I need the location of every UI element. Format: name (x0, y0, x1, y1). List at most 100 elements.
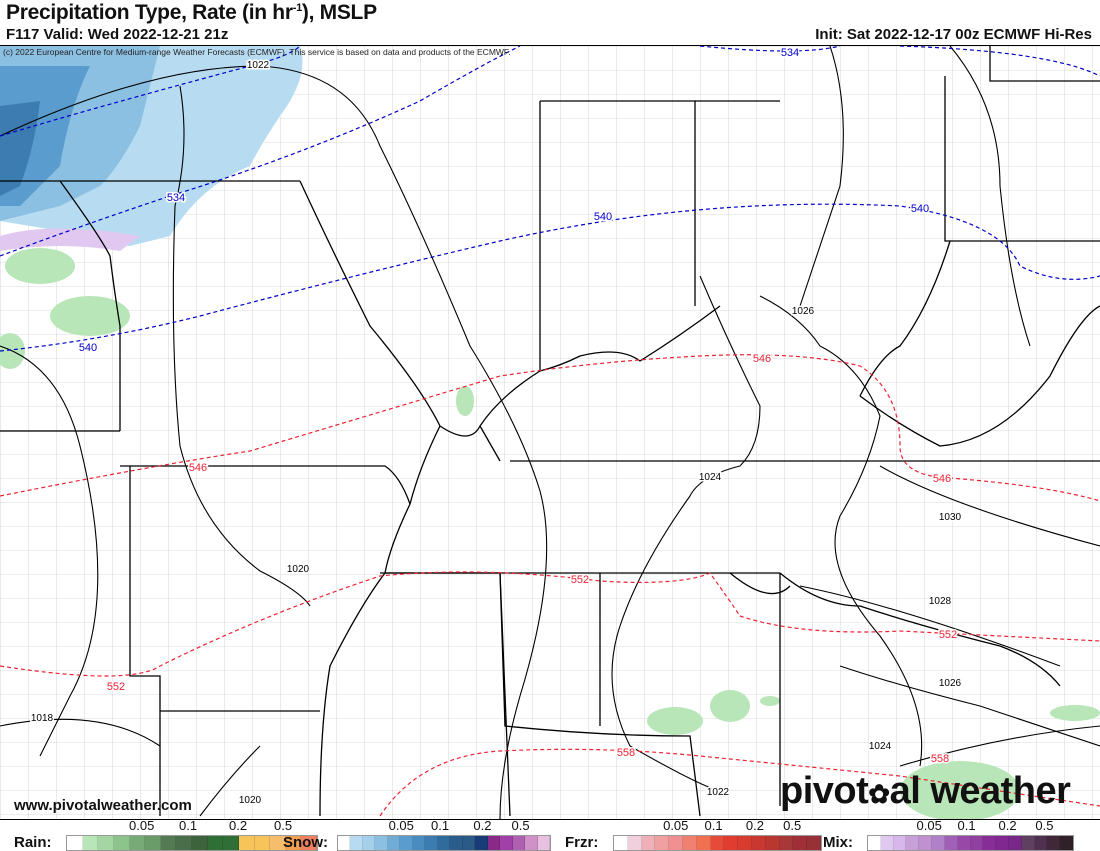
legend-swatch (996, 836, 1009, 850)
legend-swatch (970, 836, 984, 850)
legend-swatch (285, 836, 302, 850)
legend-swatch (682, 836, 697, 850)
legend-swatch (301, 836, 317, 850)
legend-swatch (793, 836, 808, 850)
legend-swatch (669, 836, 683, 850)
thickness-label: 558 (617, 747, 635, 759)
thickness-label: 552 (571, 574, 589, 586)
legend-label: Snow: (283, 834, 328, 851)
legend-swatch (627, 836, 642, 850)
legend-swatch (500, 836, 513, 850)
legend-tick: 0.2 (473, 818, 492, 833)
website-url: www.pivotalweather.com (14, 797, 192, 814)
thickness-label: 558 (931, 753, 949, 765)
init-time: Init: Sat 2022-12-17 00z ECMWF Hi-Res (815, 26, 1092, 43)
legend-swatch (779, 836, 794, 850)
legend-swatch (944, 836, 958, 850)
legend-swatch (906, 836, 920, 850)
legend-swatch (957, 836, 971, 850)
isobar-label: 1018 (31, 713, 54, 724)
legend-frzr: Frzr: 0.05 0.1 0.2 0.5 (565, 818, 822, 851)
legend-swatch (362, 836, 376, 850)
legend-swatch (400, 836, 413, 850)
legend-color-bar (66, 835, 318, 851)
thickness-label: 540 (79, 342, 97, 354)
legend-swatch (113, 836, 130, 850)
legend-swatch (1060, 836, 1073, 850)
legend-tick: 0.1 (957, 818, 976, 833)
legend-swatch (450, 836, 463, 850)
logo-flower-icon: ✿ (868, 779, 890, 809)
legend-swatch (512, 836, 526, 850)
legend-tick: 0.05 (388, 818, 414, 833)
legend-swatch (893, 836, 907, 850)
title-superscript: -1 (292, 2, 302, 14)
legend-swatch (98, 836, 114, 850)
isobar-label: 1022 (707, 787, 730, 798)
thickness-label: 552 (939, 629, 957, 641)
legend-swatch (129, 836, 146, 850)
legend-swatch (82, 836, 99, 850)
legend-mix: Mix: 0.05 0.1 0.2 0.5 (823, 818, 1074, 851)
copyright-notice: (c) 2022 European Centre for Medium-rang… (3, 47, 511, 57)
legend-tick: 0.1 (431, 818, 450, 833)
legend-swatch (462, 836, 476, 850)
isobar-label: 1026 (792, 306, 815, 317)
legend-tick: 0.05 (916, 818, 942, 833)
legend-swatch (487, 836, 501, 850)
legend-swatch (807, 836, 821, 850)
legend-swatch (254, 836, 271, 850)
isobar-label: 1026 (939, 678, 962, 689)
isobar-label: 1020 (287, 564, 310, 575)
legend-tick: 0.5 (274, 818, 293, 833)
thickness-label: 540 (911, 203, 929, 215)
snow-area (0, 46, 303, 246)
legend-swatch (270, 836, 286, 850)
legend-swatch (655, 836, 670, 850)
thickness-label: 534 (781, 47, 799, 59)
legend-swatch (751, 836, 766, 850)
legend-tick: 0.05 (663, 818, 689, 833)
legend-swatch (437, 836, 451, 850)
legend-swatch (880, 836, 894, 850)
legend-swatch (537, 836, 550, 850)
legend-swatch (192, 836, 208, 850)
legend-swatch (176, 836, 192, 850)
legend-swatch (1034, 836, 1048, 850)
legend-swatch (983, 836, 997, 850)
isobar-label: 1024 (699, 472, 722, 483)
thickness-label: 546 (933, 473, 951, 485)
legend-label: Rain: (14, 834, 52, 851)
isobars (0, 46, 1100, 819)
legend-tick: 0.2 (745, 818, 764, 833)
legend-swatch (207, 836, 224, 850)
legend-tick: 0.1 (179, 818, 198, 833)
legend-swatch (614, 836, 628, 850)
legend-swatch (1047, 836, 1061, 850)
state-borders (0, 46, 1100, 817)
legend-label: Frzr: (565, 834, 599, 851)
isobar-label: 1030 (939, 512, 962, 523)
isobar-labels: 1022 1026 1024 1030 1028 1026 1024 1022 1020 1018… (29, 59, 963, 808)
legend-swatch (387, 836, 401, 850)
thickness-label: 540 (594, 211, 612, 223)
legend-color-bar (867, 835, 1074, 851)
thickness-label: 546 (753, 353, 771, 365)
rain-areas (0, 248, 1100, 819)
legend-swatch (525, 836, 538, 850)
legend-swatch (223, 836, 239, 850)
legend-swatch (1008, 836, 1022, 850)
title-text-end: ), MSLP (301, 1, 377, 24)
legend-swatch (1021, 836, 1035, 850)
legend-swatch (919, 836, 933, 850)
legend-tick: 0.2 (998, 818, 1017, 833)
legend-swatch (724, 836, 739, 850)
isobar-label: 1024 (869, 741, 892, 752)
legend-swatch (765, 836, 780, 850)
legend-tick: 0.5 (783, 818, 802, 833)
thickness-labels: 534 534 540 540 540 546 546 546 552 552 552 558 558 (77, 46, 958, 767)
map-title: Precipitation Type, Rate (in hr-1), MSLP (6, 1, 377, 24)
legend-color-bar (337, 835, 551, 851)
thickness-label: 546 (189, 462, 207, 474)
legend-color-bar (613, 835, 822, 851)
